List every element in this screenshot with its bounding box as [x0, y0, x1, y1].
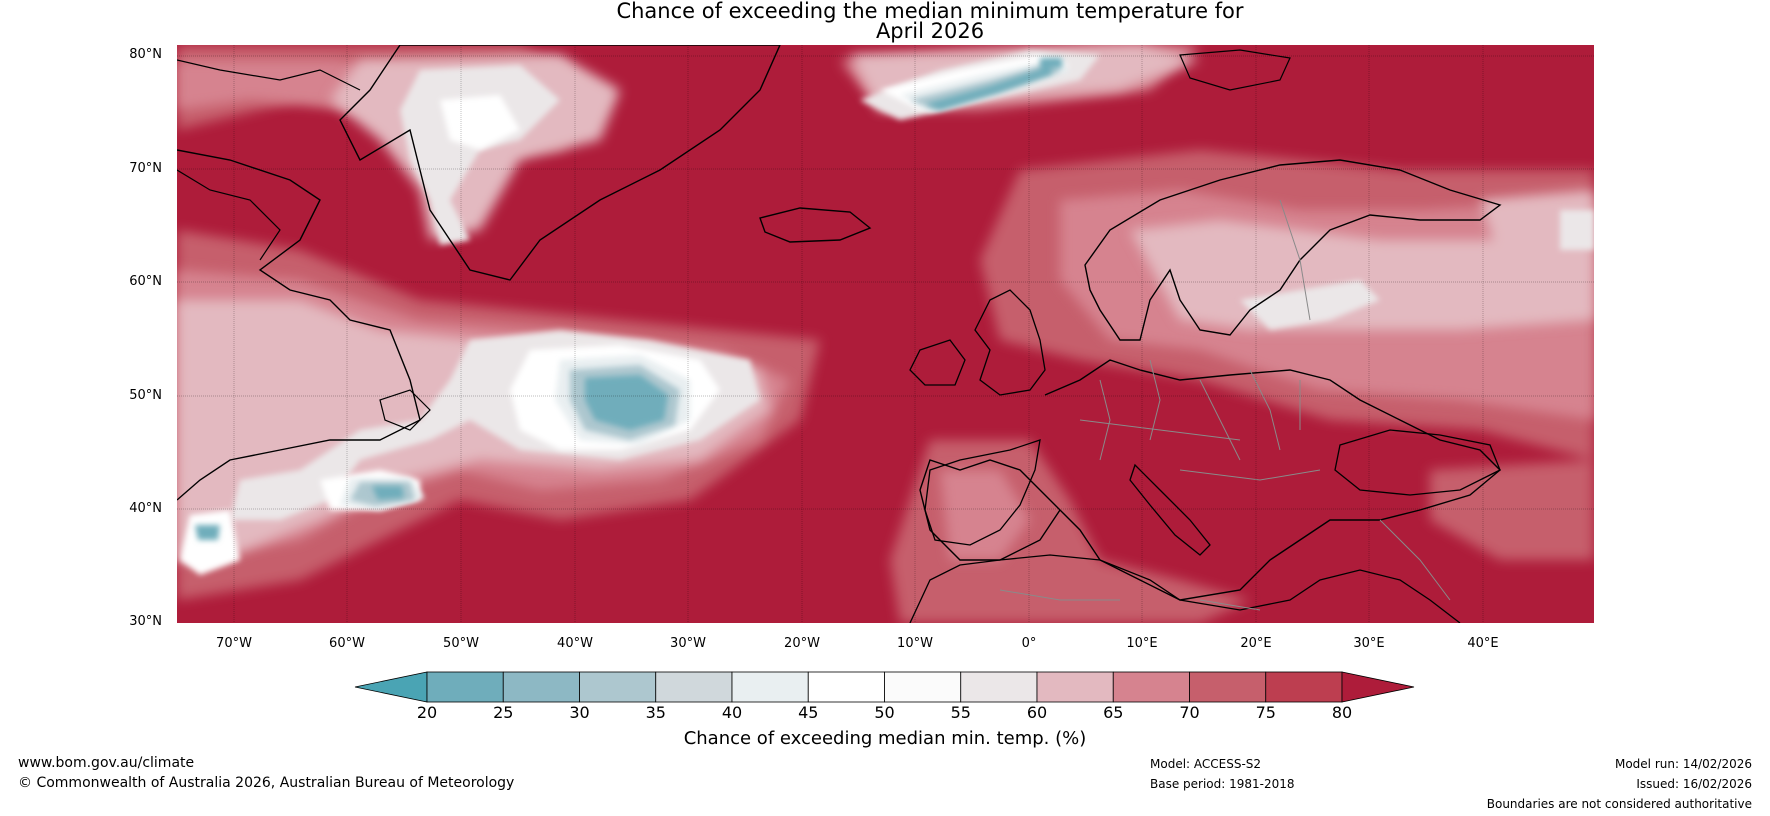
- colorbar: [354, 671, 1415, 703]
- footer-copyright: © Commonwealth of Australia 2026, Austra…: [18, 775, 515, 791]
- colorbar-over-extension: [1341, 671, 1415, 703]
- colorbar-tick-label: 65: [1103, 703, 1124, 722]
- coastline-great-britain: [974, 289, 1046, 396]
- lon-label-10w: 10°W: [897, 636, 933, 651]
- colorbar-segment: [426, 671, 504, 703]
- colorbar-tick-label: 55: [950, 703, 971, 722]
- graticule: [177, 45, 1594, 623]
- lon-label-70w: 70°W: [216, 636, 252, 651]
- lon-label-0: 0°: [1021, 636, 1037, 651]
- country-boundaries: [999, 199, 1451, 611]
- lon-label-30e: 30°E: [1353, 636, 1385, 651]
- colorbar-segment: [655, 671, 733, 703]
- footer-model-run: Model run: 14/02/2026: [1614, 757, 1752, 771]
- colorbar-segment: [1265, 671, 1343, 703]
- colorbar-tick-label: 60: [1026, 703, 1048, 722]
- colorbar-tick-label: 20: [416, 703, 438, 722]
- colorbar-tick-label: 35: [645, 703, 666, 722]
- lon-label-40e: 40°E: [1467, 636, 1499, 651]
- coastline-ireland: [909, 339, 966, 386]
- footer-issued: Issued: 16/02/2026: [1636, 777, 1752, 791]
- coastline-arctic-canada: [177, 59, 361, 91]
- colorbar-segment: [960, 671, 1038, 703]
- colorbar-segment: [1036, 671, 1114, 703]
- footer-base-period: Base period: 1981-2018: [1150, 777, 1295, 791]
- lon-label-50w: 50°W: [443, 636, 479, 651]
- zone-20-30: [195, 58, 1062, 540]
- lon-label-20e: 20°E: [1240, 636, 1272, 651]
- lat-label-70n: 70°N: [129, 161, 162, 176]
- coastline-italy: [1129, 463, 1211, 556]
- lat-label-60n: 60°N: [129, 274, 162, 289]
- lat-label-40n: 40°N: [129, 501, 162, 516]
- coastline-svalbard: [1179, 49, 1291, 91]
- colorbar-tick-label: 80: [1331, 703, 1353, 722]
- colorbar-tick-label: 50: [874, 703, 895, 722]
- lon-label-60w: 60°W: [329, 636, 365, 651]
- colorbar-tick-label: 40: [721, 703, 743, 722]
- coastline-black-sea: [1334, 429, 1501, 496]
- footer-disclaimer: Boundaries are not considered authoritat…: [1486, 797, 1752, 811]
- coastline-north-africa: [909, 554, 1461, 623]
- lon-label-30w: 30°W: [670, 636, 706, 651]
- footer-model: Model: ACCESS-S2: [1150, 757, 1262, 771]
- colorbar-tick-label: 25: [493, 703, 514, 722]
- chart-title-line1: Chance of exceeding the median minimum t…: [616, 0, 1244, 23]
- coastline-greenland: [339, 45, 781, 281]
- colorbar-tick-label: 30: [569, 703, 590, 722]
- coastline-north-america: [177, 149, 421, 501]
- lon-label-20w: 20°W: [784, 636, 820, 651]
- colorbar-segment: [884, 671, 962, 703]
- colorbar-segment: [731, 671, 809, 703]
- colorbar-tick-label: 70: [1179, 703, 1200, 722]
- coastline-scandinavia: [1084, 159, 1502, 341]
- colorbar-tick-label: 45: [798, 703, 819, 722]
- colorbar-under-extension: [354, 671, 428, 703]
- coastline-iberia: [924, 439, 1041, 546]
- chart-title-line2: April 2026: [875, 19, 985, 43]
- lat-label-80n: 80°N: [129, 47, 162, 62]
- colorbar-tick-label: 75: [1255, 703, 1276, 722]
- coastline-newfoundland: [379, 389, 431, 431]
- colorbar-segment: [1189, 671, 1267, 703]
- coastline-baffin: [177, 169, 281, 261]
- colorbar-segment: [1112, 671, 1190, 703]
- coastline-europe: [919, 359, 1502, 601]
- coastline-iceland: [759, 207, 872, 243]
- colorbar-segment: [807, 671, 885, 703]
- lat-label-30n: 30°N: [129, 614, 162, 629]
- lon-label-40w: 40°W: [557, 636, 593, 651]
- colorbar-segment: [579, 671, 657, 703]
- map-field: [177, 45, 1594, 623]
- lon-label-10e: 10°E: [1126, 636, 1158, 651]
- colorbar-segment: [502, 671, 580, 703]
- footer-website: www.bom.gov.au/climate: [18, 755, 195, 771]
- colorbar-title: Chance of exceeding median min. temp. (%…: [683, 728, 1087, 749]
- lat-label-50n: 50°N: [129, 388, 162, 403]
